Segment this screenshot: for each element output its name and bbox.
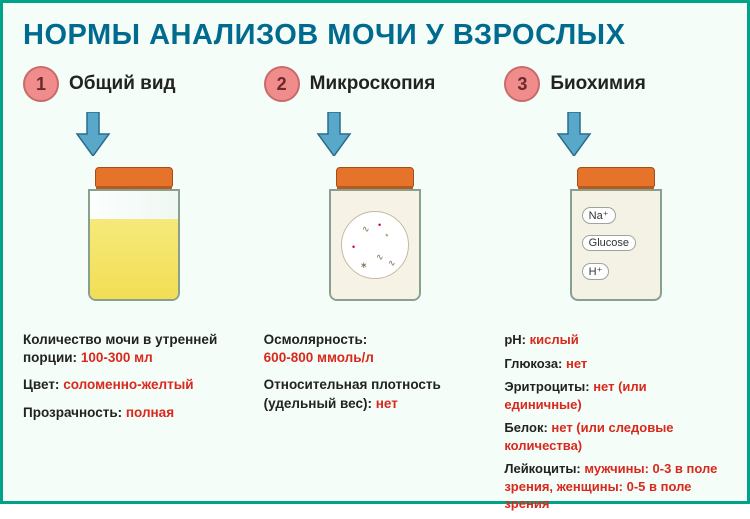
chem-label-h: H⁺ bbox=[582, 263, 610, 280]
column-general: 1 Общий вид Количество мочи в утренней п… bbox=[23, 64, 246, 519]
column-title: Общий вид bbox=[69, 73, 176, 95]
jar-illustration bbox=[23, 167, 246, 317]
column-title: Биохимия bbox=[550, 73, 646, 95]
arrow-down-icon bbox=[554, 112, 727, 161]
chem-label-glucose: Glucose bbox=[582, 235, 636, 251]
page-title: НОРМЫ АНАЛИЗОВ МОЧИ У ВЗРОСЛЫХ bbox=[23, 19, 727, 52]
infographic-frame: НОРМЫ АНАЛИЗОВ МОЧИ У ВЗРОСЛЫХ 1 Общий в… bbox=[0, 0, 750, 504]
column-microscopy: 2 Микроскопия ∿ • ∿ bbox=[264, 64, 487, 519]
column-title: Микроскопия bbox=[310, 73, 436, 95]
jar-illustration: ∿ • ∿ ⋆ ∗ • ∿ bbox=[264, 167, 487, 317]
column-header: 2 Микроскопия bbox=[264, 64, 487, 104]
columns-container: 1 Общий вид Количество мочи в утренней п… bbox=[23, 64, 727, 519]
step-badge-1: 1 bbox=[23, 66, 59, 102]
arrow-down-icon bbox=[73, 112, 246, 161]
details-microscopy: Осмолярность:600-800 ммоль/л Относительн… bbox=[264, 331, 487, 422]
arrow-down-icon bbox=[314, 112, 487, 161]
chem-label-na: Na⁺ bbox=[582, 207, 616, 224]
step-badge-3: 3 bbox=[504, 66, 540, 102]
column-header: 1 Общий вид bbox=[23, 64, 246, 104]
details-general: Количество мочи в утренней порции: 100-3… bbox=[23, 331, 246, 431]
microscope-view-icon: ∿ • ∿ ⋆ ∗ • ∿ bbox=[341, 211, 409, 279]
step-badge-2: 2 bbox=[264, 66, 300, 102]
column-biochemistry: 3 Биохимия Na⁺ Glucose H⁺ bbox=[504, 64, 727, 519]
jar-illustration: Na⁺ Glucose H⁺ bbox=[504, 167, 727, 317]
details-biochemistry: pH: кислый Глюкоза: нет Эритроциты: нет … bbox=[504, 331, 727, 519]
column-header: 3 Биохимия bbox=[504, 64, 727, 104]
